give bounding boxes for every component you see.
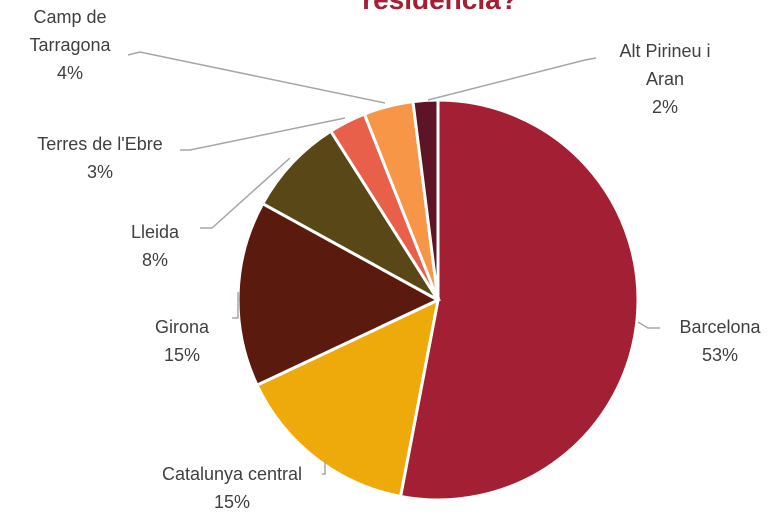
pie-slice (398, 98, 640, 502)
category-label: Terres de l'Ebre (37, 134, 163, 154)
pie-slice (260, 129, 440, 302)
leader-line (322, 462, 326, 475)
value-label: 4% (56, 63, 83, 83)
value-label: 8% (141, 250, 168, 270)
category-label: Girona (154, 317, 210, 337)
category-label: Catalunya central (161, 464, 303, 484)
value-label: 53% (701, 345, 739, 365)
category-label: Barcelona (679, 317, 761, 337)
leader-line (127, 51, 386, 104)
leader-line (637, 321, 660, 329)
leader-line (232, 292, 239, 319)
data-label: Camp de Tarragona 4% (5, 3, 135, 87)
pie-slice (255, 297, 441, 499)
value-label: 2% (651, 97, 678, 117)
category-label: Camp de Tarragona (29, 7, 111, 55)
chart-title: residència? (240, 0, 640, 16)
leader-line (427, 57, 597, 101)
leader-line (200, 157, 291, 229)
value-label: 3% (86, 162, 113, 182)
data-label: Terres de l'Ebre 3% (0, 130, 200, 186)
pie-slice (411, 98, 440, 301)
data-label: Alt Pirineu i Aran 2% (600, 37, 730, 121)
value-label: 15% (163, 345, 201, 365)
category-label: Alt Pirineu i Aran (619, 41, 711, 89)
data-label: Lleida 8% (105, 218, 205, 274)
data-label: Catalunya central 15% (127, 460, 337, 515)
value-label: 15% (213, 492, 251, 512)
leader-line (180, 117, 346, 151)
data-label: Barcelona 53% (655, 313, 779, 369)
category-label: Lleida (130, 222, 180, 242)
data-label: Girona 15% (132, 313, 232, 369)
